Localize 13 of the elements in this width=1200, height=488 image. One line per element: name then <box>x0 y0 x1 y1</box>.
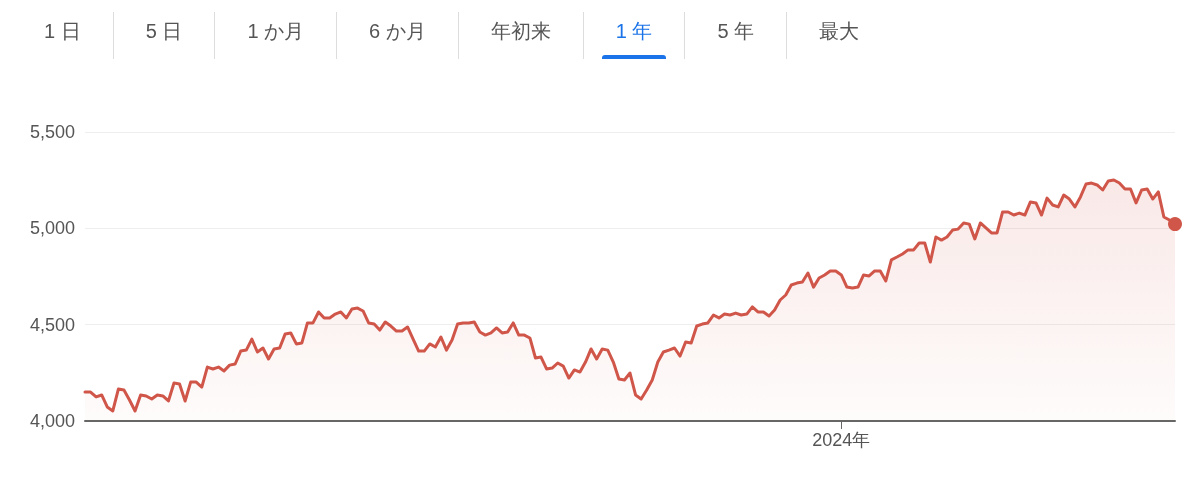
text: 6 か月 <box>336 12 458 59</box>
text: 1 日 <box>43 19 82 44</box>
text: 1 か月 <box>214 12 337 59</box>
text: 年初来 <box>457 12 583 59</box>
y-tick-label: 4,500 <box>29 314 75 335</box>
x-tick-label: 2024年 <box>812 430 871 450</box>
text: 1 年 <box>582 12 685 59</box>
y-tick-label: 5,000 <box>29 218 75 239</box>
text: 5 日 <box>112 12 215 59</box>
text: 最大 <box>786 12 892 59</box>
y-tick-label: 5,500 <box>29 122 75 142</box>
text: 5 年 <box>684 12 787 59</box>
y-tick-label: 4,000 <box>29 411 75 431</box>
